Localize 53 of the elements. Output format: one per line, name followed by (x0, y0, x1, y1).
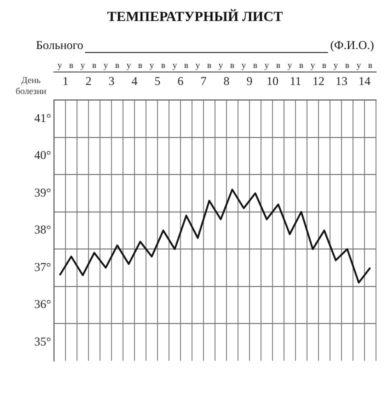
y-tick-label: 40° (34, 148, 52, 162)
x-tick-label: в (230, 60, 234, 70)
y-tick-label: 41° (34, 110, 52, 125)
y-tick-label: 38° (34, 222, 52, 237)
x-tick-label: у (264, 60, 270, 70)
x2-tick-label: 4 (132, 74, 138, 88)
x-tick-label: у (80, 60, 86, 70)
x-tick-label: у (104, 60, 108, 70)
x2-tick-label: 13 (336, 74, 348, 88)
x2-tick-label: 1 (62, 74, 68, 88)
x2-tick-label: 14 (358, 74, 370, 88)
x2-tick-label: 5 (154, 74, 160, 88)
text: (Ф.И.О.) (330, 38, 374, 53)
y-tick-label: 39° (34, 185, 52, 200)
x-tick-label: в (207, 60, 212, 70)
x-tick-label: в (322, 60, 326, 70)
x-tick-label: в (92, 60, 96, 70)
x-tick-label: в (368, 60, 372, 70)
y-tick-label: 35° (34, 334, 52, 348)
x2-tick-label: 12 (312, 74, 324, 88)
x2-tick-label: 11 (290, 74, 302, 88)
x-tick-label: в (161, 60, 166, 70)
x-tick-label: у (356, 60, 362, 70)
x2-tick-label: 9 (246, 74, 252, 88)
x2-tick-label: 6 (178, 74, 184, 88)
chart-title: ТЕМПЕРАТУРНЫЙ ЛИСТ (106, 10, 284, 26)
x-tick-label: у (172, 60, 178, 70)
x-tick-label: у (310, 60, 316, 70)
y-tick-label: 37° (34, 260, 52, 274)
x2-tick-label: 8 (224, 74, 230, 88)
x2-axis-title: День болезни (16, 74, 47, 96)
y-tick-label: 36° (34, 297, 52, 312)
x-tick-label: у (196, 60, 200, 70)
x-tick-label: у (288, 60, 292, 70)
x-tick-label: у (150, 60, 154, 70)
x-tick-label: у (218, 60, 224, 70)
x2-tick-label: 10 (266, 74, 278, 88)
x-tick-label: у (126, 60, 132, 70)
x-tick-label: в (345, 60, 350, 70)
x-tick-label: у (58, 60, 62, 70)
x2-tick-label: 7 (200, 74, 206, 88)
x-tick-label: в (115, 60, 120, 70)
x-tick-label: у (242, 60, 246, 70)
x2-tick-label: 3 (108, 74, 114, 88)
x-tick-label: в (276, 60, 280, 70)
chart-subtitle: Больного (36, 38, 84, 53)
x-tick-label: в (253, 60, 258, 70)
x2-tick-label: 2 (86, 74, 92, 88)
x-tick-label: в (184, 60, 188, 70)
x-tick-label: в (138, 60, 142, 70)
x-tick-label: у (334, 60, 338, 70)
x-tick-label: в (299, 60, 304, 70)
x-tick-label: в (69, 60, 74, 70)
